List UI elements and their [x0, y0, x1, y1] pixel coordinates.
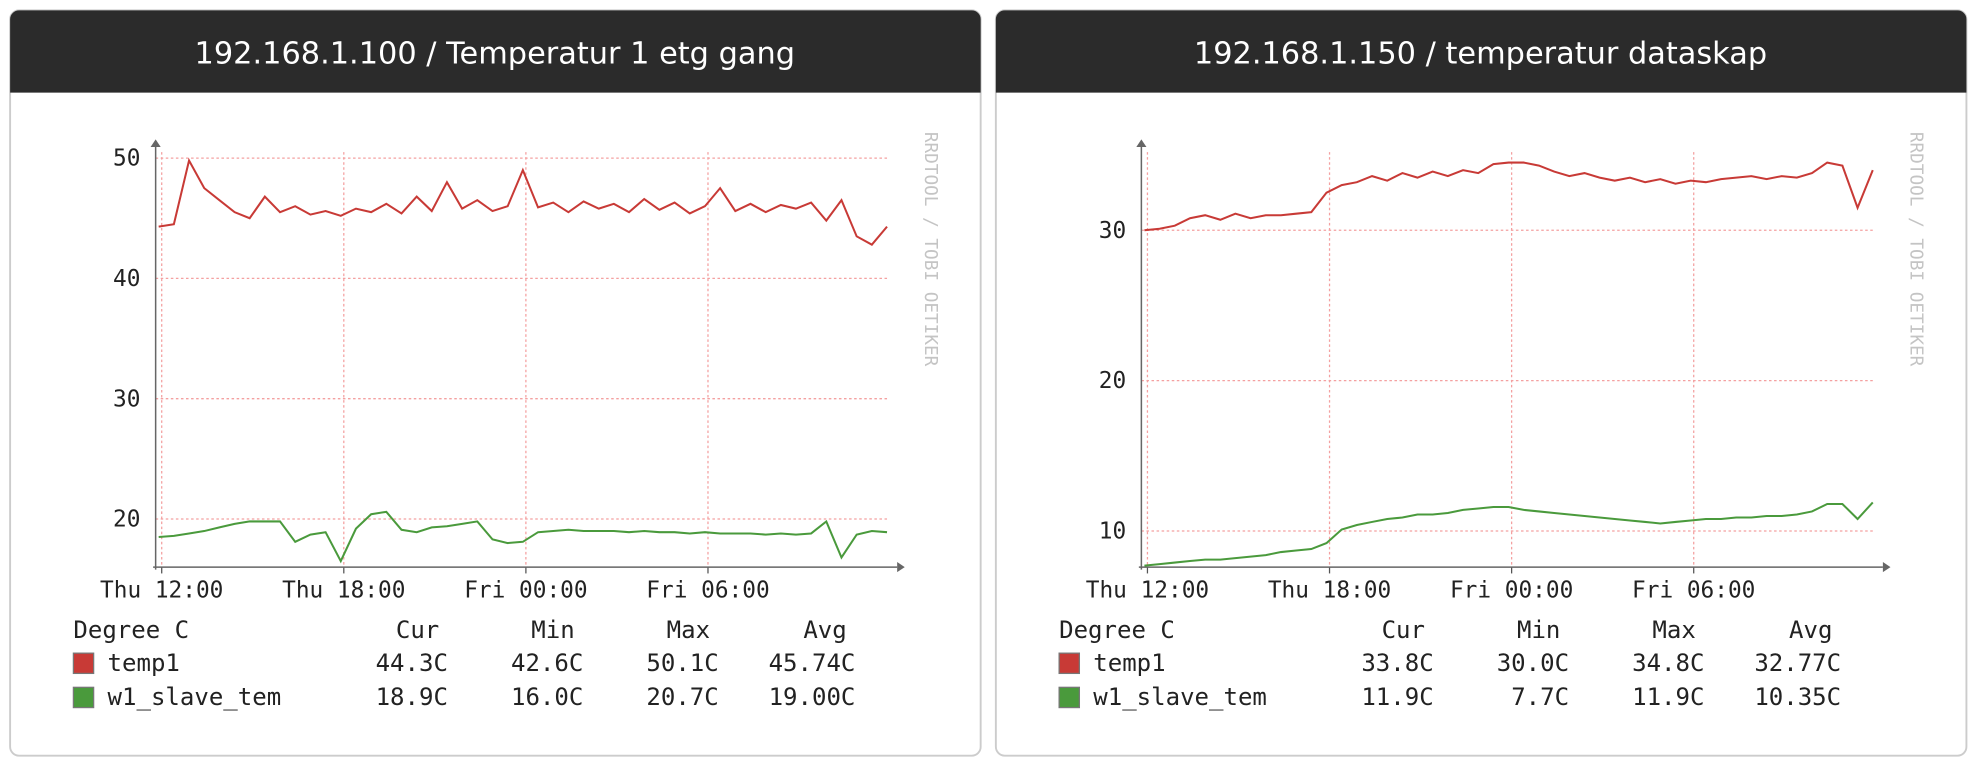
legend-title: Degree C [73, 616, 189, 644]
stats-header: Cur [396, 616, 439, 644]
legend-label: temp1 [108, 649, 180, 677]
legend-swatch [72, 652, 95, 675]
x-tick-label: Thu 12:00 [100, 577, 223, 603]
stats-header: Avg [1789, 616, 1832, 644]
panel-header [995, 10, 1967, 93]
stat-value: 30.0C [1497, 649, 1569, 677]
stat-value: 11.9C [1361, 683, 1433, 711]
stats-header: Max [667, 616, 710, 644]
legend-title: Degree C [1059, 616, 1175, 644]
y-tick-label: 50 [113, 146, 140, 172]
panel [9, 9, 982, 757]
series-line [158, 510, 888, 564]
stat-value: 10.35C [1754, 683, 1841, 711]
stat-value: 50.1C [646, 649, 718, 677]
y-tick-label: 10 [1099, 519, 1126, 545]
legend-swatch [1058, 686, 1081, 709]
stat-value: 11.9C [1632, 683, 1704, 711]
axis [1138, 144, 1883, 570]
stat-value: 32.77C [1754, 649, 1841, 677]
stats-header: Avg [803, 616, 846, 644]
chart-title: 192.168.1.150 / temperatur dataskap [1194, 36, 1767, 71]
stat-value: 33.8C [1361, 649, 1433, 677]
stats-header: Min [531, 616, 574, 644]
x-tick-label: Thu 18:00 [1268, 577, 1391, 603]
x-tick-label: Thu 18:00 [282, 577, 405, 603]
watermark: RRDTOOL / TOBI OETIKER [920, 132, 940, 367]
stats-header: Min [1517, 616, 1560, 644]
stat-value: 45.74C [769, 649, 856, 677]
stat-value: 19.00C [769, 683, 856, 711]
legend-label: w1_slave_tem [108, 683, 282, 711]
y-tick-label: 20 [1099, 368, 1126, 394]
y-tick-label: 30 [1099, 218, 1126, 244]
stat-value: 42.6C [511, 649, 583, 677]
chart-title: 192.168.1.100 / Temperatur 1 etg gang [195, 36, 795, 71]
stat-value: 34.8C [1632, 649, 1704, 677]
legend-label: temp1 [1093, 649, 1165, 677]
y-tick-label: 30 [113, 386, 140, 412]
x-tick-label: Fri 00:00 [464, 577, 587, 603]
series-line [1144, 501, 1874, 567]
x-tick-label: Fri 00:00 [1450, 577, 1573, 603]
axis [153, 144, 898, 570]
stat-value: 20.7C [646, 683, 718, 711]
y-tick-label: 20 [113, 507, 140, 533]
series-line [1144, 161, 1874, 232]
panel [994, 9, 1968, 757]
panel-header [10, 10, 981, 93]
x-tick-label: Fri 06:00 [1632, 577, 1755, 603]
watermark: RRDTOOL / TOBI OETIKER [1906, 132, 1926, 367]
y-tick-label: 40 [113, 266, 140, 292]
legend-label: w1_slave_tem [1093, 683, 1267, 711]
series-line [158, 157, 888, 246]
x-tick-label: Thu 12:00 [1086, 577, 1209, 603]
stat-value: 18.9C [376, 683, 448, 711]
stats-header: Cur [1382, 616, 1425, 644]
legend-swatch [72, 686, 95, 709]
stat-value: 44.3C [376, 649, 448, 677]
legend-swatch [1058, 652, 1081, 675]
stat-value: 7.7C [1511, 683, 1569, 711]
x-tick-label: Fri 06:00 [646, 577, 769, 603]
stats-header: Max [1652, 616, 1695, 644]
stat-value: 16.0C [511, 683, 583, 711]
